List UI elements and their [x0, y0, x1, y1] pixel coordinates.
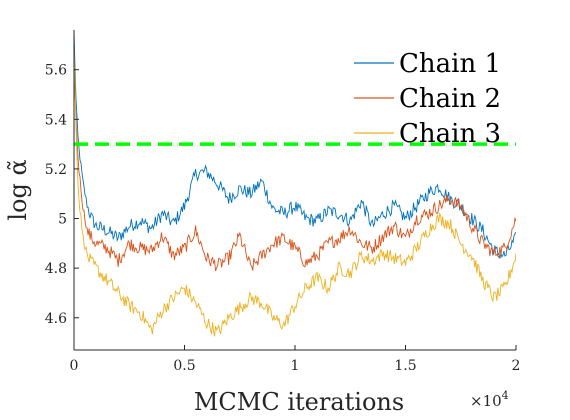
y-tick-label: 5.6 [45, 63, 67, 79]
x-tick-label: 1.5 [394, 358, 416, 374]
series-group [74, 31, 516, 337]
x-ticks: 0 0.5 1 1.5 2 [70, 345, 521, 374]
y-axis-label: log α̃ [4, 159, 32, 220]
y-tick-label: 4.8 [45, 261, 67, 277]
y-ticks: 4.6 4.8 5 5.2 5.4 5.6 [45, 63, 79, 327]
x-axis-exponent-base: ×10 [470, 392, 502, 410]
legend-label-chain-3: Chain 3 [399, 119, 501, 149]
legend-label-chain-2: Chain 2 [399, 84, 501, 114]
series-line-chain-1 [74, 31, 516, 259]
y-tick-label: 5.4 [45, 112, 67, 128]
x-tick-label: 2 [512, 358, 521, 374]
plot-area [74, 31, 516, 337]
x-axis-label: MCMC iterations [194, 388, 404, 416]
series-line-chain-3 [74, 43, 516, 337]
x-axis-exponent: ×104 [470, 389, 509, 410]
series-line-chain-2 [74, 67, 516, 272]
x-tick-label: 0.5 [173, 358, 195, 374]
y-tick-label: 4.6 [45, 311, 67, 327]
x-tick-label: 1 [291, 358, 300, 374]
y-tick-label: 5.2 [45, 162, 67, 178]
legend: Chain 1 Chain 2 Chain 3 [354, 49, 501, 149]
legend-label-chain-1: Chain 1 [399, 49, 501, 79]
x-tick-label: 0 [70, 358, 79, 374]
y-tick-label: 5 [58, 212, 67, 228]
x-axis-exponent-power: 4 [502, 389, 509, 402]
